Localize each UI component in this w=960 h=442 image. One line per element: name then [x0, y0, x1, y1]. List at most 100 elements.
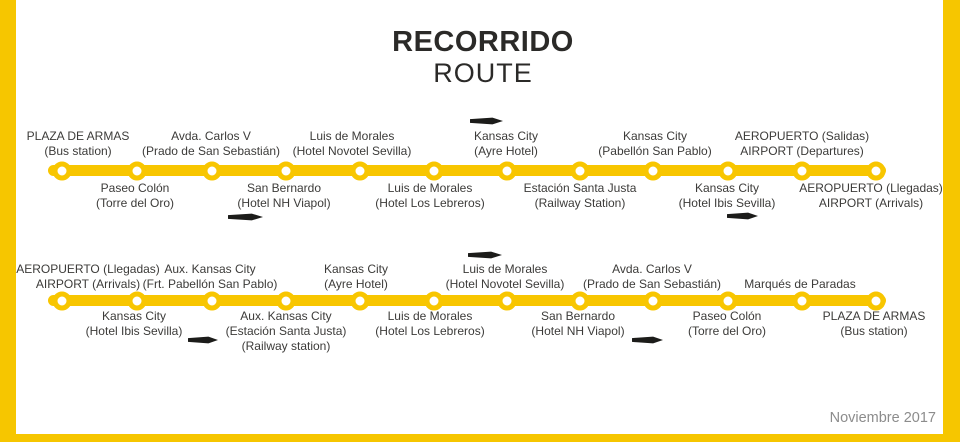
station-label: AEROPUERTO (Salidas) AIRPORT (Departures… [735, 129, 869, 159]
station-dot [866, 291, 886, 310]
station-name: Kansas City [473, 129, 539, 143]
station-subname: (Hotel Ibis Sevilla) [85, 324, 183, 338]
station-dot [52, 161, 72, 180]
direction-arrow-icon [188, 336, 218, 344]
station-dot [276, 161, 296, 180]
station-label: Aux. Kansas City (Frt. Pabellón San Pabl… [143, 262, 278, 292]
bottom-frame-bar [16, 434, 960, 442]
station-name: Luis de Morales [387, 309, 473, 323]
station-name: Avda. Carlos V [612, 262, 692, 276]
station-label: Luis de Morales (Hotel Los Lebreros) [375, 181, 484, 211]
station-subname: (Bus station) [840, 324, 908, 338]
station-label: Luis de Morales (Hotel Los Lebreros) [375, 309, 484, 339]
station-label: Avda. Carlos V (Prado de San Sebastián) [583, 262, 721, 292]
title-english: ROUTE [433, 58, 533, 88]
station-dot [570, 161, 590, 180]
station-label: Aux. Kansas City (Estación Santa Justa) … [226, 309, 347, 354]
station-subname: (Railway Station) [534, 196, 626, 210]
station-dot [350, 291, 370, 310]
station-name: Aux. Kansas City [240, 309, 332, 323]
left-frame-bar [0, 0, 16, 442]
direction-arrow-icon [468, 251, 502, 259]
station-dot [497, 161, 517, 180]
direction-arrow-icon [727, 212, 758, 220]
station-dot [276, 291, 296, 310]
station-subname: (Hotel NH Viapol) [531, 324, 625, 338]
station-subname: (Torre del Oro) [95, 196, 175, 210]
station-name: Aux. Kansas City [164, 262, 256, 276]
station-label: PLAZA DE ARMAS (Bus station) [27, 129, 130, 159]
station-name: Luis de Morales [309, 129, 395, 143]
station-label: PLAZA DE ARMAS (Bus station) [823, 309, 926, 339]
station-subname: (Prado de San Sebastián) [141, 144, 281, 158]
station-name: Avda. Carlos V [171, 129, 251, 143]
station-label: AEROPUERTO (Llegadas) AIRPORT (Arrivals) [16, 262, 160, 292]
station-dot [52, 291, 72, 310]
station-name: Kansas City [694, 181, 760, 195]
station-name: PLAZA DE ARMAS [822, 309, 926, 323]
station-subname: AIRPORT (Arrivals) [818, 196, 924, 210]
station-dot [424, 291, 444, 310]
station-dot [792, 291, 812, 310]
station-label: Estación Santa Justa (Railway Station) [524, 181, 637, 211]
station-subname: (Estación Santa Justa) [225, 324, 347, 338]
station-dot [718, 291, 738, 310]
station-name: Estación Santa Justa [523, 181, 637, 195]
station-subname-2: (Railway station) [241, 339, 331, 353]
station-name: Kansas City [622, 129, 688, 143]
station-subname: (Pabellón San Pablo) [598, 144, 712, 158]
route-line-return [48, 295, 886, 306]
station-label: San Bernardo (Hotel NH Viapol) [237, 181, 330, 211]
station-dot [202, 291, 222, 310]
station-label: San Bernardo (Hotel NH Viapol) [531, 309, 624, 339]
station-dot [643, 291, 663, 310]
station-label: Kansas City (Pabellón San Pablo) [598, 129, 711, 159]
title-spanish: RECORRIDO [392, 26, 574, 58]
station-label: Kansas City (Hotel Ibis Sevilla) [679, 181, 776, 211]
station-name: San Bernardo [540, 309, 616, 323]
station-dot [424, 161, 444, 180]
station-name: Marqués de Paradas [744, 277, 856, 291]
station-dot [127, 291, 147, 310]
station-subname: (Hotel Novotel Sevilla) [445, 277, 565, 291]
station-subname: (Hotel Ibis Sevilla) [678, 196, 776, 210]
station-subname: AIRPORT (Departures) [740, 144, 864, 158]
right-frame-bar [943, 0, 960, 442]
station-subname: AIRPORT (Arrivals) [35, 277, 141, 291]
station-dot [497, 291, 517, 310]
station-subname: (Frt. Pabellón San Pablo) [142, 277, 278, 291]
direction-arrow-icon [470, 117, 503, 125]
station-subname: (Ayre Hotel) [324, 277, 388, 291]
station-dot [792, 161, 812, 180]
station-name: PLAZA DE ARMAS [26, 129, 130, 143]
station-name: Kansas City [323, 262, 389, 276]
station-dot [350, 161, 370, 180]
station-label: Luis de Morales (Hotel Novotel Sevilla) [293, 129, 412, 159]
station-name: Paseo Colón [100, 181, 170, 195]
station-label: Luis de Morales (Hotel Novotel Sevilla) [446, 262, 565, 292]
station-name: Kansas City [101, 309, 167, 323]
station-label: Paseo Colón (Torre del Oro) [688, 309, 766, 339]
direction-arrow-icon [228, 213, 263, 221]
station-dot [718, 161, 738, 180]
station-label: Kansas City (Hotel Ibis Sevilla) [86, 309, 183, 339]
station-subname: (Hotel Los Lebreros) [375, 196, 485, 210]
station-name: AEROPUERTO (Salidas) [734, 129, 870, 143]
station-dot [866, 161, 886, 180]
station-name: AEROPUERTO (Llegadas) [16, 262, 160, 276]
station-label: Kansas City (Ayre Hotel) [474, 129, 538, 159]
publication-date: Noviembre 2017 [829, 410, 936, 426]
station-dot [202, 161, 222, 180]
station-subname: (Hotel Novotel Sevilla) [292, 144, 412, 158]
station-subname: (Hotel Los Lebreros) [375, 324, 485, 338]
station-subname: (Prado de San Sebastián) [582, 277, 722, 291]
station-subname: (Ayre Hotel) [474, 144, 538, 158]
direction-arrow-icon [632, 336, 663, 344]
station-name: Luis de Morales [387, 181, 473, 195]
station-name: Luis de Morales [462, 262, 548, 276]
station-label: AEROPUERTO (Llegadas) AIRPORT (Arrivals) [799, 181, 943, 211]
station-name: Paseo Colón [692, 309, 762, 323]
station-subname: (Hotel NH Viapol) [237, 196, 331, 210]
station-label: Avda. Carlos V (Prado de San Sebastián) [142, 129, 280, 159]
